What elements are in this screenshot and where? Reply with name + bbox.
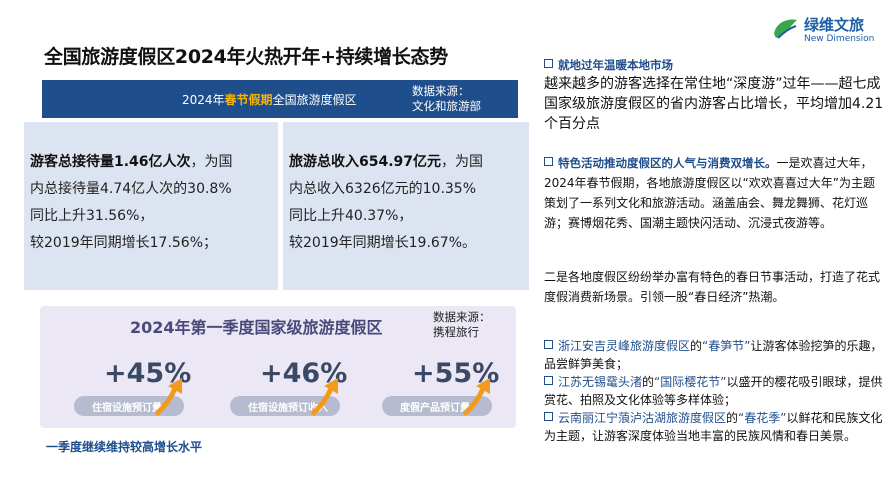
square-bullet-icon <box>544 59 553 68</box>
festival-list: 浙江安吉灵峰旅游度假区的“春笋节”让游客体验挖笋的乐趣，品尝鲜笋美食； 江苏无锡… <box>544 337 884 445</box>
leaf-logo-icon <box>774 19 797 39</box>
visitor-line3: 同比上升31.56%， <box>30 208 154 224</box>
list-item: 江苏无锡鼋头渚的“国际樱花节”以盛开的樱花吸引眼球，提供赏花、拍照及文化体验等多… <box>544 373 884 409</box>
revenue-line1-rest: ，为国 <box>441 154 484 170</box>
right-heading-1-text: 就地过年温暖本地市场 <box>558 58 673 72</box>
logo-chinese-name: 绿维文旅 <box>804 16 865 34</box>
banner-label-highlight: 春节假期 <box>224 93 273 107</box>
festival-connector: 的 <box>690 339 703 353</box>
metric-booking-revenue: 住宿设施预订收入 +46% <box>222 354 347 420</box>
quarter-caption: 一季度继续维持较高增长水平 <box>46 440 203 454</box>
visitor-line2: 内总接待量4.74亿人次的30.8% <box>30 181 232 197</box>
right-paragraph-2-text: 一是欢喜过大年，2024年春节假期，各地旅游度假区以“欢欢喜喜过大年”为主题策划… <box>544 156 875 230</box>
festival-description: 以盛开的樱花吸引眼球，提供赏花、拍照及文化体验等多样体验； <box>544 375 883 407</box>
square-bullet-icon <box>544 157 553 166</box>
quarter-source-line1: 数据来源： <box>433 310 491 324</box>
revenue-line2: 内总收入6326亿元的10.35% <box>289 181 477 197</box>
festival-connector: 的 <box>642 375 655 389</box>
festival-description: 让游客体验挖笋的乐趣，品尝鲜笋美食； <box>544 339 883 371</box>
metric-product-booking: 度假产品预订量 +55% <box>374 354 499 420</box>
visitor-line1-rest: ，为国 <box>190 154 233 170</box>
revenue-stats-card: 旅游总收入654.97亿元，为国 内总收入6326亿元的10.35% 同比上升4… <box>283 122 529 290</box>
quarter-source: 数据来源： 携程旅行 <box>433 310 491 340</box>
right-heading-1: 就地过年温暖本地市场 <box>544 57 673 73</box>
right-paragraph-2: 特色活动推动度假区的人气与消费双增长。一是欢喜过大年，2024年春节假期，各地旅… <box>544 153 884 233</box>
list-item: 云南丽江宁蒗泸沽湖旅游度假区的“春花季”以鲜花和民族文化为主题，让游客深度体验当… <box>544 409 884 445</box>
brand-logo: 绿维文旅 New Dimension <box>770 8 889 48</box>
quarter-source-line2: 携程旅行 <box>433 325 479 339</box>
square-bullet-icon <box>544 340 553 349</box>
revenue-stats-text: 旅游总收入654.97亿元，为国 内总收入6326亿元的10.35% 同比上升4… <box>289 149 483 257</box>
revenue-total-bold: 旅游总收入654.97亿元 <box>289 154 442 170</box>
square-bullet-icon <box>544 412 553 421</box>
banner-label-prefix: 2024年 <box>182 93 225 107</box>
logo-english-name: New Dimension <box>804 34 875 44</box>
festival-name: “国际樱花节” <box>654 375 727 389</box>
festival-place: 云南丽江宁蒗泸沽湖旅游度假区 <box>558 411 727 425</box>
metric-label: 度假产品预订量 <box>400 403 470 414</box>
banner-label-suffix: 全国旅游度假区 <box>272 93 357 107</box>
quarter-title: 2024年第一季度国家级旅游度假区 <box>130 318 383 337</box>
banner-source-line2: 文化和旅游部 <box>412 99 481 113</box>
banner-source-line1: 数据来源： <box>412 84 470 98</box>
right-paragraph-3: 二是各地度假区纷纷举办富有特色的春日节事活动，打造了花式度假消费新场景。引领一股… <box>544 270 881 304</box>
festival-name: “春笋节” <box>702 339 751 353</box>
list-item: 浙江安吉灵峰旅游度假区的“春笋节”让游客体验挖笋的乐趣，品尝鲜笋美食； <box>544 337 884 373</box>
festival-connector: 的 <box>726 411 739 425</box>
metric-label: 住宿设施预订收入 <box>248 403 328 414</box>
festival-name: “春花季” <box>738 411 787 425</box>
visitor-total-bold: 游客总接待量1.46亿人次 <box>30 154 191 170</box>
festival-place: 浙江安吉灵峰旅游度假区 <box>558 339 691 353</box>
square-bullet-icon <box>544 376 553 385</box>
right-paragraph-1: 越来越多的游客选择在常住地“深度游”过年——超七成国家级旅游度假区的省内游客占比… <box>544 76 884 132</box>
festival-place: 江苏无锡鼋头渚 <box>558 375 643 389</box>
banner-source: 数据来源： 文化和旅游部 <box>412 84 481 114</box>
visitor-stats-text: 游客总接待量1.46亿人次，为国 内总接待量4.74亿人次的30.8% 同比上升… <box>30 149 233 257</box>
banner-label: 2024年春节假期全国旅游度假区 <box>182 91 357 108</box>
data-banner: 2024年春节假期全国旅游度假区 数据来源： 文化和旅游部 <box>42 80 518 118</box>
visitor-line4: 较2019年同期增长17.56%； <box>30 235 218 251</box>
festival-description: 以鲜花和民族文化为主题，让游客深度体验当地丰富的民族风情和春日美景。 <box>544 411 883 443</box>
growth-arrow-icon <box>310 378 338 416</box>
growth-arrow-icon <box>154 378 182 416</box>
metric-booking-volume: 住宿设施预订量 +45% <box>66 354 191 420</box>
page-title: 全国旅游度假区2024年火热开年+持续增长态势 <box>44 46 448 68</box>
revenue-line3: 同比上升40.37%， <box>289 208 413 224</box>
metric-label: 住宿设施预订量 <box>92 403 162 414</box>
revenue-line4: 较2019年同期增长19.67%。 <box>289 235 477 251</box>
right-heading-2: 特色活动推动度假区的人气与消费双增长。 <box>558 156 777 170</box>
quarter-panel: 2024年第一季度国家级旅游度假区 数据来源： 携程旅行 住宿设施预订量 +45… <box>40 306 516 428</box>
growth-arrow-icon <box>462 378 490 416</box>
visitor-stats-card: 游客总接待量1.46亿人次，为国 内总接待量4.74亿人次的30.8% 同比上升… <box>24 122 278 290</box>
